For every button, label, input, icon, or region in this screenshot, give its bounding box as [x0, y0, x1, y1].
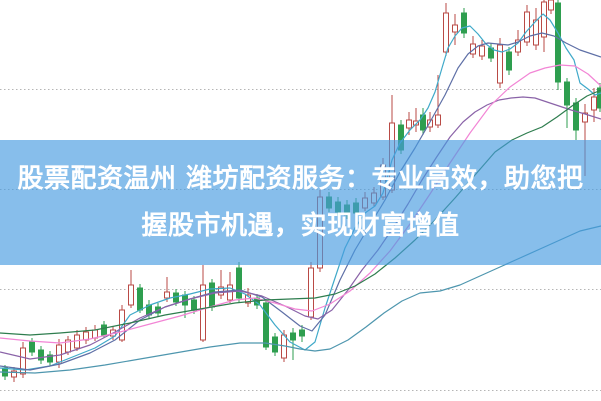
- candle-up: [533, 8, 539, 50]
- ma-line-dark-green: [0, 89, 601, 336]
- promo-banner: 股票配资温州 潍坊配资服务：专业高效，助您把 握股市机遇，实现财富增值: [0, 140, 601, 265]
- candle-up: [524, 5, 530, 46]
- candle-up: [548, 0, 554, 14]
- candle-down: [506, 47, 512, 75]
- ma-line-magenta: [0, 64, 601, 344]
- banner-title-line2: 握股市机遇，实现财富增值: [141, 211, 460, 241]
- candle-down: [461, 8, 467, 38]
- candle-up: [479, 40, 485, 60]
- candle-up: [200, 265, 206, 342]
- candle-up: [413, 108, 419, 132]
- candle-up: [541, 0, 547, 52]
- candle-up: [128, 270, 134, 308]
- candle-up: [20, 342, 26, 378]
- banner-title-line1: 股票配资温州 潍坊配资服务：专业高效，助您把: [17, 164, 584, 194]
- candle-down: [564, 78, 570, 128]
- candle-down: [597, 83, 601, 112]
- candle-down: [47, 351, 53, 366]
- candle-up: [470, 36, 476, 58]
- candle-up: [83, 327, 89, 344]
- candle-up: [218, 270, 224, 299]
- candle-up: [164, 277, 170, 302]
- candle-up: [443, 3, 449, 56]
- candle-down: [299, 325, 305, 342]
- candle-up: [452, 14, 458, 45]
- candle-down: [263, 299, 269, 350]
- candle-down: [38, 346, 44, 364]
- candle-down: [555, 0, 561, 90]
- candle-up: [497, 38, 503, 88]
- candle-down: [236, 262, 242, 302]
